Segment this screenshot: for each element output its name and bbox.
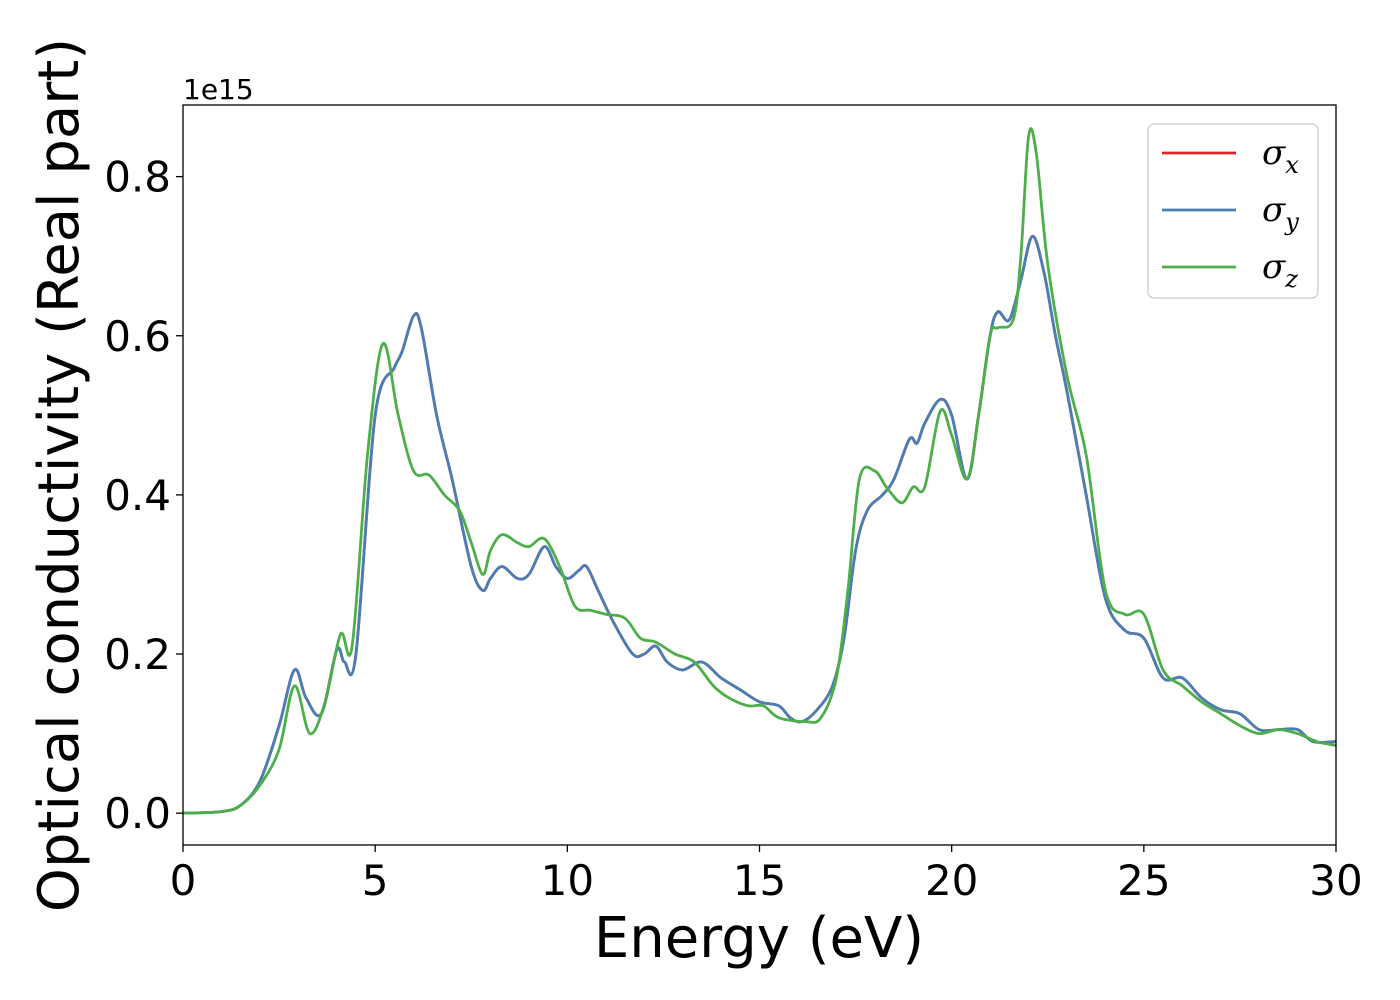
- x-axis-ticks: 0 5 10 15 20 25 30: [170, 845, 1363, 905]
- x-tick-label: 0: [170, 856, 197, 905]
- y-tick-label: 0.0: [104, 789, 171, 838]
- series-line-sigma-y: [183, 234, 1336, 815]
- y-axis-ticks: 0.0 0.2 0.4 0.6 0.8: [104, 153, 183, 838]
- y-tick-label: 0.4: [104, 471, 171, 520]
- x-tick-label: 5: [362, 856, 389, 905]
- legend-label-sigma-z: σz: [1262, 247, 1298, 293]
- legend: σx σy σz: [1147, 123, 1319, 299]
- y-tick-label: 0.2: [104, 630, 171, 679]
- x-axis-title: Energy (eV): [594, 906, 924, 971]
- y-axis-offset-label: 1e15: [183, 73, 254, 106]
- series-layer: [183, 127, 1336, 815]
- legend-label-sigma-x: σx: [1262, 133, 1299, 179]
- series-line-sigma-z: [183, 127, 1336, 815]
- x-tick-label: 15: [733, 856, 786, 905]
- legend-label-sigma-y: σy: [1262, 190, 1299, 236]
- x-tick-label: 30: [1309, 856, 1362, 905]
- y-axis-title: Optical conductivity (Real part): [27, 38, 92, 912]
- y-tick-label: 0.6: [104, 312, 171, 361]
- y-tick-label: 0.8: [104, 153, 171, 202]
- x-tick-label: 10: [541, 856, 594, 905]
- x-tick-label: 25: [1117, 856, 1170, 905]
- x-tick-label: 20: [925, 856, 978, 905]
- plot-area-frame: [182, 104, 1337, 846]
